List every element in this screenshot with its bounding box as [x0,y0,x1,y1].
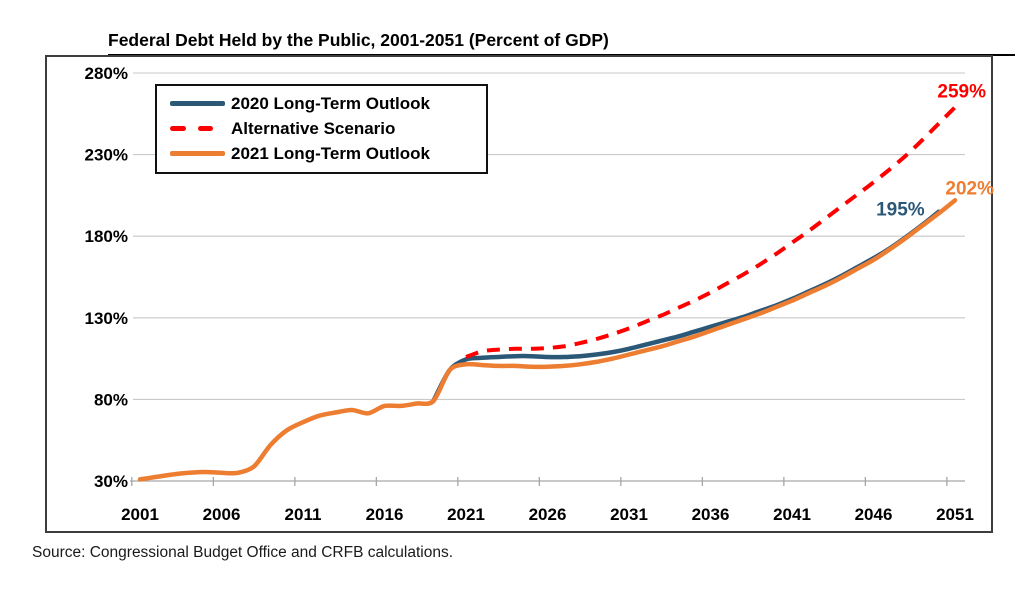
legend-item-alternative-scenario: Alternative Scenario [170,116,486,141]
orange-line-swatch-icon [170,151,225,156]
y-axis-tick-label: 130% [85,309,128,328]
x-axis-tick-label: 2041 [773,505,811,524]
x-axis-tick-label: 2016 [366,505,404,524]
y-axis-tick-label: 280% [85,64,128,83]
x-axis-tick-label: 2026 [529,505,567,524]
end-value-label: 195% [876,200,925,221]
source-note: Source: Congressional Budget Office and … [32,544,454,561]
series-line-1 [465,105,957,359]
end-value-label: 202% [945,178,994,199]
x-axis-tick-label: 2031 [610,505,648,524]
x-axis-tick-label: 2011 [285,505,322,524]
legend-label: 2021 Long-Term Outlook [231,144,430,163]
x-axis-tick-label: 2051 [936,505,974,524]
x-axis-tick-label: 2046 [855,505,893,524]
y-axis-tick-label: 30% [94,472,128,491]
blue-line-swatch-icon [170,101,225,106]
y-axis-tick-label: 80% [94,390,128,409]
x-axis-tick-label: 2036 [692,505,730,524]
red-dashed-swatch-icon [170,126,225,131]
legend-item-2021-outlook: 2021 Long-Term Outlook [170,141,486,166]
legend-label: Alternative Scenario [231,119,396,138]
x-axis-tick-label: 2021 [447,505,485,524]
series-line-2 [137,198,958,482]
x-axis-tick-label: 2001 [121,505,159,524]
end-value-label: 259% [937,81,986,102]
legend-label: 2020 Long-Term Outlook [231,94,430,113]
x-axis-tick-label: 2006 [203,505,241,524]
y-axis-tick-label: 230% [85,146,128,165]
y-axis-tick-label: 180% [85,227,128,246]
legend-item-2020-outlook: 2020 Long-Term Outlook [170,91,486,116]
chart-legend: 2020 Long-Term Outlook Alternative Scena… [155,84,488,174]
chart-frame [45,55,993,533]
